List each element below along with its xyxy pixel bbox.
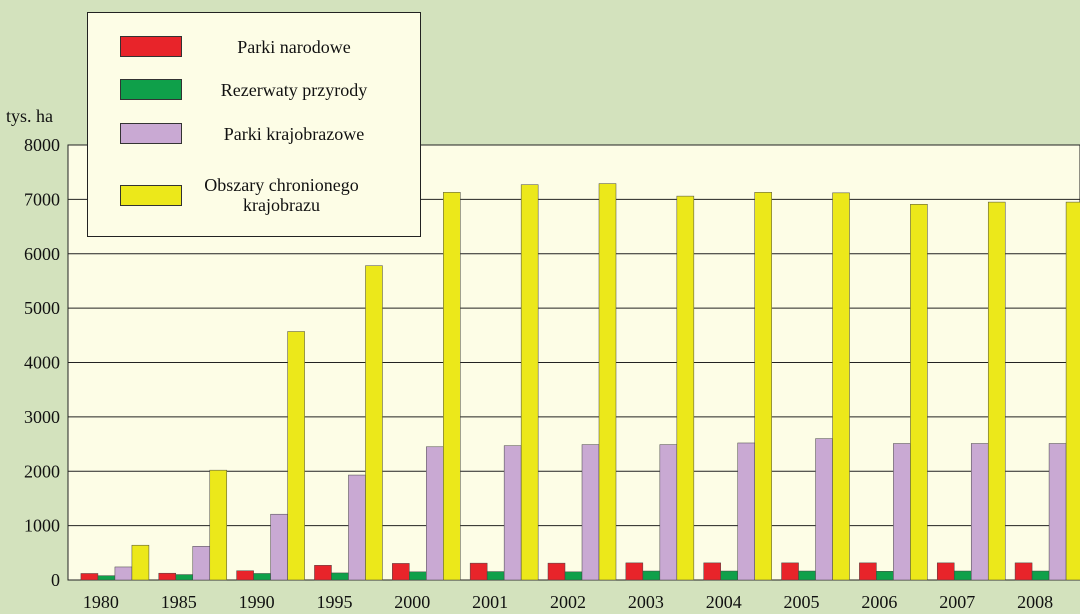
bar bbox=[175, 574, 194, 581]
legend-entry: Parki narodowe bbox=[120, 36, 394, 57]
bar bbox=[236, 570, 254, 581]
x-tick-label: 2008 bbox=[1017, 592, 1053, 612]
bar bbox=[314, 565, 332, 581]
bar bbox=[676, 195, 695, 581]
y-tick-label: 1000 bbox=[24, 516, 60, 536]
bar bbox=[469, 562, 488, 581]
bar bbox=[625, 562, 644, 581]
bar bbox=[703, 562, 721, 581]
x-tick-label: 2000 bbox=[394, 592, 430, 612]
bar bbox=[348, 474, 366, 581]
x-tick-label: 2003 bbox=[628, 592, 664, 612]
legend-entry: Parki krajobrazowe bbox=[120, 123, 394, 144]
bar bbox=[598, 183, 617, 581]
x-tick-label: 2004 bbox=[706, 592, 742, 612]
bar bbox=[642, 570, 661, 581]
bar bbox=[365, 265, 383, 581]
x-tick-label: 1985 bbox=[161, 592, 197, 612]
bar bbox=[936, 562, 955, 581]
bar bbox=[1014, 562, 1033, 581]
bar bbox=[1048, 443, 1067, 581]
bar bbox=[97, 575, 116, 581]
bar bbox=[287, 331, 305, 581]
bar bbox=[815, 438, 833, 581]
bar bbox=[209, 469, 228, 581]
bar bbox=[659, 444, 678, 581]
bar bbox=[253, 573, 271, 581]
x-tick-label: 1995 bbox=[316, 592, 352, 612]
bar bbox=[859, 562, 877, 581]
bar bbox=[192, 546, 211, 581]
x-tick-label: 2001 bbox=[472, 592, 508, 612]
bar bbox=[392, 563, 410, 581]
y-tick-label: 8000 bbox=[24, 135, 60, 155]
x-tick-label: 1990 bbox=[239, 592, 275, 612]
x-tick-label: 2006 bbox=[861, 592, 897, 612]
bar bbox=[131, 544, 150, 581]
legend: Parki narodowe Rezerwaty przyrody Parki kr… bbox=[87, 12, 421, 237]
bar bbox=[114, 566, 133, 581]
bar bbox=[547, 562, 566, 581]
bar bbox=[426, 446, 444, 581]
bar bbox=[781, 562, 799, 581]
bar bbox=[409, 571, 427, 581]
bar bbox=[486, 571, 505, 581]
bar bbox=[158, 572, 177, 581]
bar bbox=[720, 570, 738, 581]
bar bbox=[331, 572, 349, 581]
bar bbox=[832, 192, 850, 581]
bar bbox=[581, 444, 600, 581]
legend-swatch bbox=[120, 184, 182, 206]
x-tick-label: 1980 bbox=[83, 592, 119, 612]
y-axis-label: tys. ha bbox=[6, 106, 53, 126]
y-tick-label: 3000 bbox=[24, 407, 60, 427]
y-tick-label: 5000 bbox=[24, 298, 60, 318]
y-tick-label: 2000 bbox=[24, 461, 60, 481]
y-tick-label: 0 bbox=[51, 570, 60, 590]
bar bbox=[80, 573, 99, 581]
bar bbox=[910, 204, 928, 581]
legend-label: Obszary chronionego krajobrazu bbox=[204, 175, 359, 215]
bar bbox=[893, 443, 911, 581]
legend-label: Parki krajobrazowe bbox=[223, 123, 365, 144]
bar bbox=[564, 571, 583, 581]
bar bbox=[876, 571, 894, 581]
bar bbox=[987, 201, 1006, 581]
bar bbox=[970, 443, 989, 581]
legend-label: Rezerwaty przyrody bbox=[220, 79, 368, 100]
bar bbox=[270, 513, 288, 581]
bar bbox=[520, 184, 539, 581]
y-tick-label: 7000 bbox=[24, 189, 60, 209]
y-tick-label: 6000 bbox=[24, 244, 60, 264]
bar bbox=[503, 445, 522, 581]
bar bbox=[798, 570, 816, 581]
bar bbox=[953, 570, 972, 581]
legend-entry: Rezerwaty przyrody bbox=[120, 79, 394, 100]
legend-label: Parki narodowe bbox=[237, 36, 351, 57]
legend-swatch bbox=[120, 123, 182, 144]
y-tick-label: 4000 bbox=[24, 353, 60, 373]
x-tick-label: 2007 bbox=[939, 592, 975, 612]
bar bbox=[737, 442, 755, 581]
bar bbox=[443, 192, 461, 581]
bar bbox=[1065, 201, 1080, 581]
legend-swatch bbox=[120, 36, 182, 57]
x-tick-label: 2005 bbox=[784, 592, 820, 612]
legend-swatch bbox=[120, 79, 182, 100]
legend-entry: Obszary chronionego krajobrazu bbox=[120, 175, 369, 215]
bar bbox=[754, 192, 772, 581]
bar bbox=[1031, 570, 1050, 581]
x-tick-label: 2002 bbox=[550, 592, 586, 612]
